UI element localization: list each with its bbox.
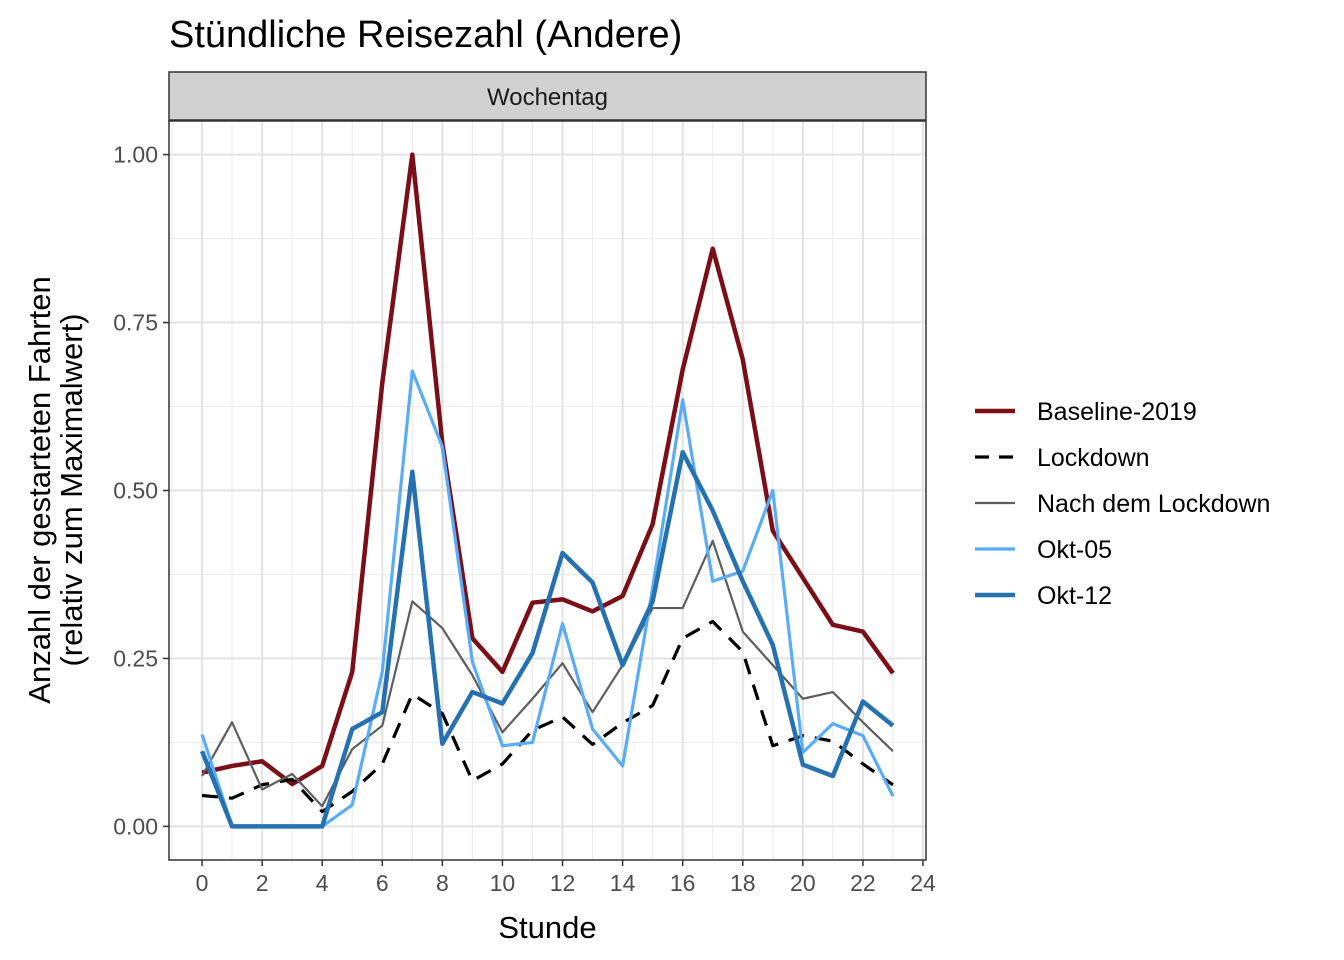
x-tick-label: 8 bbox=[436, 870, 449, 896]
legend-label-baseline-2019: Baseline-2019 bbox=[1037, 398, 1197, 426]
x-tick-label: 6 bbox=[376, 870, 389, 896]
x-axis: 0 2 4 6 8 10 12 14 16 18 20 22 24 bbox=[196, 860, 936, 896]
legend-label-lockdown: Lockdown bbox=[1037, 444, 1150, 472]
x-tick-label: 14 bbox=[610, 870, 636, 896]
legend-label-nach-dem-lockdown: Nach dem Lockdown bbox=[1037, 490, 1270, 518]
x-tick-label: 24 bbox=[910, 870, 936, 896]
y-tick-label: 0.75 bbox=[113, 310, 158, 336]
facet-strip-background bbox=[168, 71, 927, 121]
x-tick-label: 2 bbox=[256, 870, 269, 896]
x-tick-label: 18 bbox=[730, 870, 756, 896]
series-line-okt-12 bbox=[199, 449, 895, 829]
x-tick-label: 22 bbox=[850, 870, 876, 896]
y-axis-title-line-1: Anzahl der gestarteten Fahrten bbox=[22, 276, 57, 703]
plot-panel bbox=[168, 120, 927, 861]
legend-label-okt-05: Okt-05 bbox=[1037, 536, 1112, 564]
y-tick-label: 1.00 bbox=[113, 142, 158, 168]
facet-strip-label: Wochentag bbox=[487, 84, 608, 111]
series-lines bbox=[199, 152, 895, 829]
x-tick-label: 10 bbox=[490, 870, 516, 896]
y-tick-label: 0.25 bbox=[113, 645, 158, 671]
y-axis-title: Anzahl der gestarteten Fahrten (relativ … bbox=[22, 276, 89, 703]
series-line-lockdown bbox=[201, 619, 894, 814]
x-tick-label: 16 bbox=[670, 870, 696, 896]
legend-label-okt-12: Okt-12 bbox=[1037, 582, 1112, 610]
y-axis-title-line-2: (relativ zum Maximalwert) bbox=[54, 313, 89, 666]
y-axis: 0.00 0.25 0.50 0.75 1.00 bbox=[113, 142, 169, 839]
major-gridlines bbox=[169, 121, 926, 860]
legend: Baseline-2019 Lockdown Nach dem Lockdown Ok… bbox=[975, 398, 1270, 610]
x-tick-label: 12 bbox=[550, 870, 576, 896]
y-tick-label: 0.00 bbox=[113, 813, 158, 839]
x-tick-label: 4 bbox=[316, 870, 329, 896]
x-tick-label: 0 bbox=[196, 870, 209, 896]
facet-strip: Wochentag bbox=[168, 71, 927, 121]
y-tick-label: 0.50 bbox=[113, 478, 158, 504]
x-axis-title: Stunde bbox=[498, 910, 596, 945]
x-tick-label: 20 bbox=[790, 870, 816, 896]
chart-title: Stündliche Reisezahl (Andere) bbox=[169, 14, 682, 56]
